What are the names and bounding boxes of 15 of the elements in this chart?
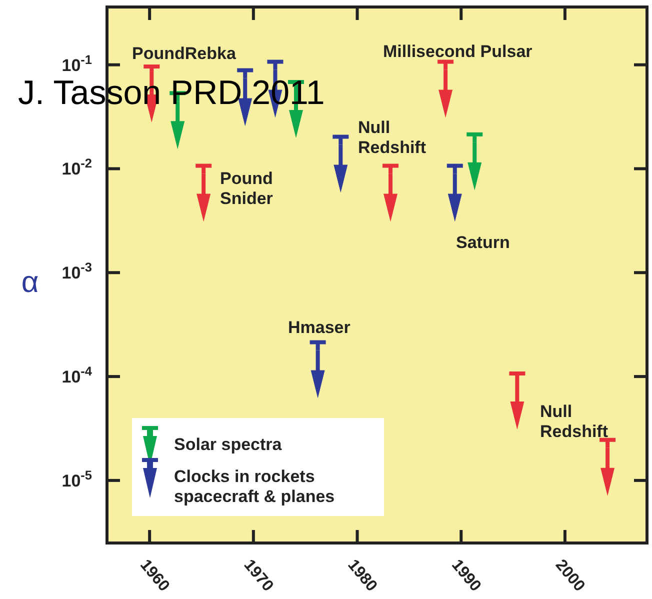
- y-tick-label: 10$^{-5}$: [62, 466, 92, 490]
- y-axis-title: α: [21, 266, 39, 299]
- annotation: Hmaser: [288, 318, 351, 337]
- legend-label: Clocks in rockets spacecraft & planes: [174, 467, 335, 506]
- annotation: Millisecond Pulsar: [383, 42, 533, 61]
- y-tick-label: 10$^{-4}$: [62, 363, 93, 387]
- y-tick-label: 10$^{-2}$: [62, 155, 92, 179]
- annotation: PoundRebka: [132, 44, 236, 63]
- y-tick-label: 10$^{-3}$: [62, 259, 92, 283]
- annotation: Null Redshift: [358, 118, 426, 157]
- annotation: Saturn: [456, 233, 510, 252]
- legend-label: Solar spectra: [174, 435, 282, 454]
- y-tick-label: 10$^{-1}$: [62, 51, 92, 75]
- annotation: Null Redshift: [540, 402, 608, 441]
- annotation: Pound Snider: [220, 169, 274, 208]
